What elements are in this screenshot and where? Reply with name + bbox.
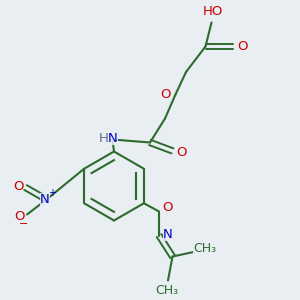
- Text: +: +: [48, 188, 56, 198]
- Text: O: O: [14, 209, 25, 223]
- Text: −: −: [19, 219, 29, 229]
- Text: CH₃: CH₃: [193, 242, 217, 256]
- Text: N: N: [163, 227, 172, 241]
- Text: CH₃: CH₃: [155, 284, 178, 297]
- Text: O: O: [176, 146, 187, 159]
- Text: O: O: [237, 40, 247, 53]
- Text: N: N: [108, 131, 118, 145]
- Text: O: O: [13, 179, 23, 193]
- Text: H: H: [99, 131, 109, 145]
- Text: O: O: [162, 201, 173, 214]
- Text: O: O: [161, 88, 171, 101]
- Text: HO: HO: [203, 4, 223, 18]
- Text: N: N: [40, 193, 50, 206]
